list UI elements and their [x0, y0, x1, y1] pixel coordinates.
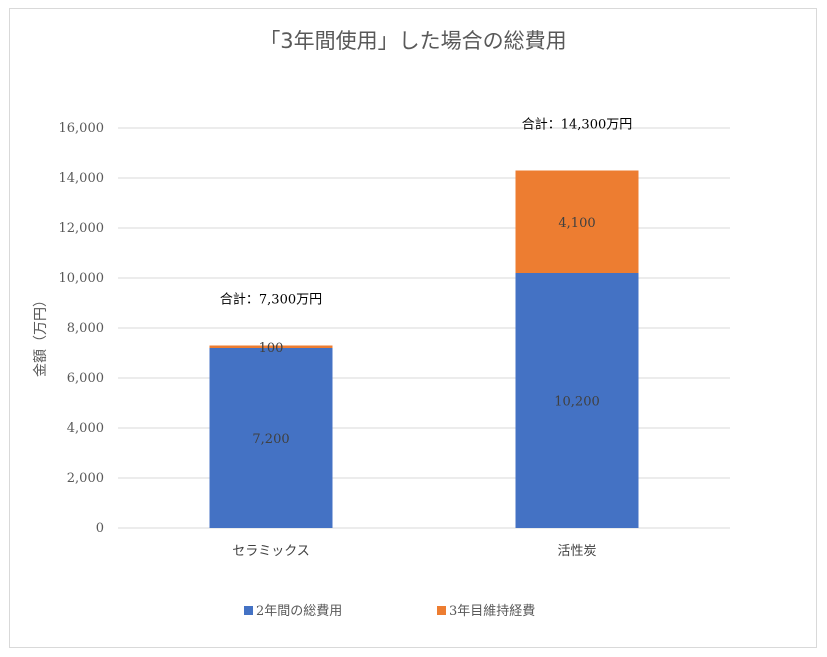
y-tick-label: 16,000 — [59, 121, 105, 136]
chart-title: 「3年間使用」した場合の総費用 — [259, 29, 566, 53]
legend-label: 2年間の総費用 — [256, 604, 342, 619]
bar-0-series-1 — [209, 345, 333, 348]
x-tick-label: 活性炭 — [557, 544, 596, 559]
y-tick-label: 0 — [96, 521, 104, 536]
y-tick-label: 4,000 — [67, 421, 104, 436]
bar-0-series-0 — [209, 348, 333, 528]
y-tick-label: 8,000 — [67, 321, 104, 336]
legend-label: 3年目維持経費 — [449, 604, 535, 619]
bar-1-series-1 — [515, 170, 639, 273]
x-tick-label: セラミックス — [232, 544, 310, 559]
data-label: 10,200 — [554, 395, 600, 410]
legend-swatch — [437, 606, 446, 615]
y-axis-label: 金額（万円） — [33, 293, 49, 377]
data-labels: 7,200 100 合計：7,300万円 10,200 4,100 合計：14,300万円 — [220, 117, 632, 448]
data-label: 7,200 — [252, 432, 289, 447]
bars — [209, 170, 639, 528]
legend-swatch — [244, 606, 253, 615]
x-axis-ticks: セラミックス 活性炭 — [232, 544, 596, 559]
y-axis-ticks: 0 2,000 4,000 6,000 8,000 10,000 12,000 14,000 1… — [59, 121, 105, 536]
y-tick-label: 12,000 — [59, 221, 105, 236]
y-tick-label: 6,000 — [67, 371, 104, 386]
total-label: 合計：14,300万円 — [522, 117, 633, 133]
data-label: 100 — [259, 341, 284, 356]
y-tick-label: 10,000 — [59, 271, 105, 286]
total-label: 合計：7,300万円 — [220, 292, 322, 308]
bar-1-series-0 — [515, 273, 639, 528]
y-tick-label: 14,000 — [59, 171, 105, 186]
y-tick-label: 2,000 — [67, 471, 104, 486]
data-label: 4,100 — [558, 216, 595, 231]
legend: 2年間の総費用 3年目維持経費 — [244, 604, 535, 619]
